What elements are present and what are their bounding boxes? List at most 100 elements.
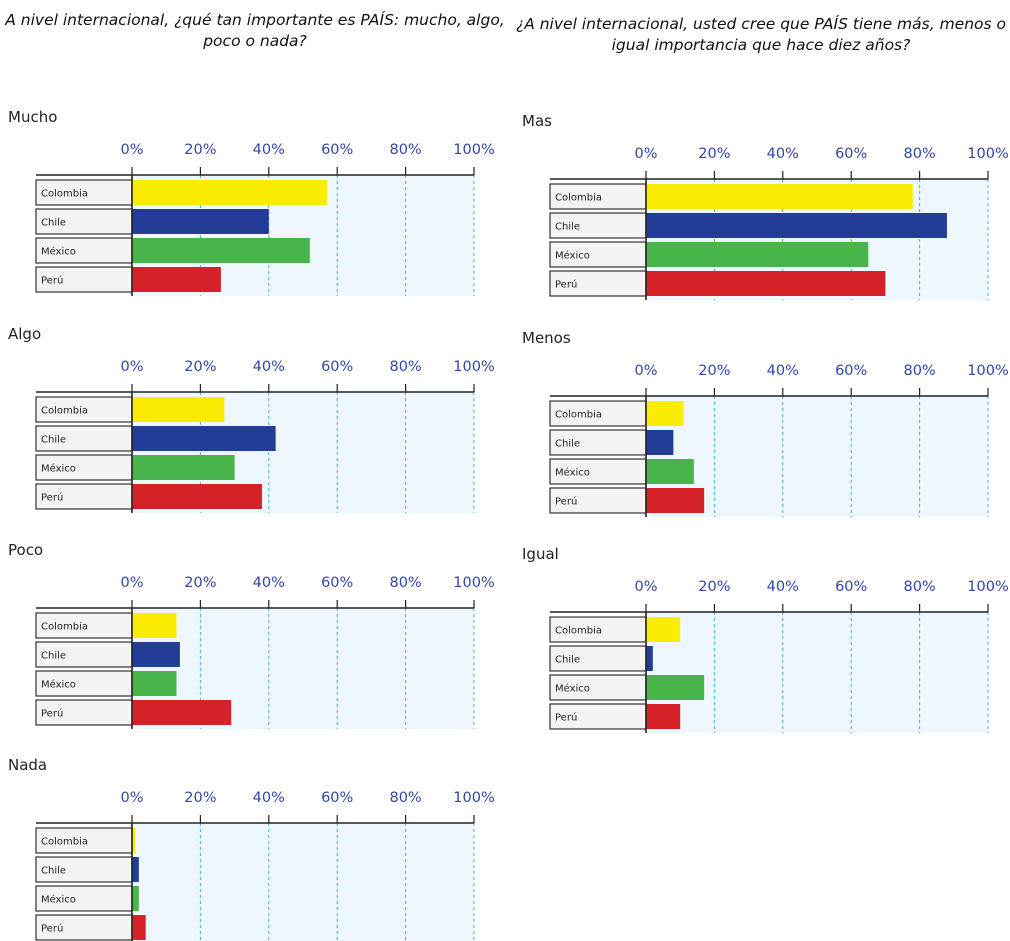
bar-chart-svg: 0% 20% 40% 60% 80% 100% Colombia Chile México Per… [549,579,1009,733]
x-tick-label: 20% [184,359,216,375]
category-label: Chile [555,439,580,450]
chart-title: Igual [522,545,559,563]
bar-1-2 [132,455,235,480]
bar-4-0 [646,184,913,209]
category-label-cell [549,270,647,297]
chart-panel-igual: Igual 0% 20% 40% 60% 80% 100% Colombia Chile Méx… [522,545,1010,733]
x-tick-label: 100% [453,790,494,806]
category-label: Chile [41,218,66,229]
category-label: México [555,467,590,479]
bar-5-1 [646,430,674,455]
x-tick-label: 100% [453,142,494,158]
bar-1-3 [132,484,262,509]
bar-2-0 [132,613,177,638]
x-tick-label: 100% [967,579,1008,595]
category-label: Colombia [41,622,88,633]
x-tick-label: 100% [453,575,494,591]
category-label-cell [549,674,647,701]
category-label: Chile [555,655,580,666]
x-tick-label: 40% [253,359,285,375]
bar-3-1 [132,857,139,882]
bar-6-1 [646,646,653,671]
plot-area [132,823,474,941]
x-tick-label: 60% [835,146,867,162]
category-label: Perú [41,923,63,935]
x-tick-label: 40% [767,146,799,162]
category-label: Perú [555,496,577,508]
bar-chart-svg: 0% 20% 40% 60% 80% 100% Colombia Chile México Per… [35,142,495,296]
category-label: México [41,894,76,906]
chart-panel-menos: Menos 0% 20% 40% 60% 80% 100% Colombia Chile Méx… [522,329,1010,517]
x-tick-label: 0% [120,575,143,591]
x-tick-label: 60% [321,142,353,158]
x-tick-label: 80% [389,142,421,158]
x-tick-label: 0% [120,790,143,806]
category-label-cell [35,641,133,668]
category-label: Colombia [41,837,88,848]
category-label: Perú [41,708,63,720]
bar-3-2 [132,886,139,911]
bar-4-3 [646,271,886,296]
bar-2-3 [132,700,232,725]
category-label: México [555,683,590,695]
bar-0-1 [132,209,269,234]
x-tick-label: 60% [835,579,867,595]
category-label: México [41,246,76,258]
x-tick-label: 60% [321,359,353,375]
bar-4-2 [646,242,869,267]
category-label-cell [35,612,133,639]
bar-5-3 [646,488,705,513]
category-label-cell [549,183,647,210]
x-tick-label: 0% [120,142,143,158]
chart-title: Menos [522,329,571,347]
bar-chart-svg: 0% 20% 40% 60% 80% 100% Colombia Chile México Per… [549,363,1009,517]
bar-2-2 [132,671,177,696]
category-label-cell [35,885,133,912]
category-label-cell [35,179,133,206]
x-tick-label: 20% [184,142,216,158]
category-label: Colombia [555,410,602,421]
chart-title: Nada [8,756,48,774]
category-label: Chile [41,435,66,446]
category-label: México [41,679,76,691]
chart-panel-poco: Poco 0% 20% 40% 60% 80% 100% Colombia Chile Méxi… [8,541,508,729]
chart-panel-nada: Nada 0% 20% 40% 60% 80% 100% Colombia Chile Méxi… [8,756,508,941]
bar-chart-svg: 0% 20% 40% 60% 80% 100% Colombia Chile México Per… [549,146,1009,300]
bar-chart-svg: 0% 20% 40% 60% 80% 100% Colombia Chile México Per… [35,790,495,941]
category-label-cell [35,670,133,697]
x-tick-label: 60% [321,790,353,806]
x-tick-label: 40% [767,579,799,595]
x-tick-label: 20% [698,146,730,162]
chart-title: Mas [522,112,552,130]
bar-1-0 [132,397,225,422]
category-label: Perú [555,712,577,724]
x-tick-label: 100% [453,359,494,375]
chart-panel-algo: Algo 0% 20% 40% 60% 80% 100% Colombia Chile Méxi… [8,325,508,513]
x-tick-label: 100% [967,363,1008,379]
x-tick-label: 20% [184,790,216,806]
x-tick-label: 80% [389,575,421,591]
category-label-cell [35,396,133,423]
category-label-cell [549,241,647,268]
bar-5-2 [646,459,694,484]
x-tick-label: 80% [389,790,421,806]
bar-1-1 [132,426,276,451]
category-label: Colombia [41,189,88,200]
x-tick-label: 100% [967,146,1008,162]
category-label-cell [549,429,647,456]
plot-area [646,612,988,733]
x-tick-label: 80% [903,146,935,162]
x-tick-label: 80% [389,359,421,375]
bar-chart-svg: 0% 20% 40% 60% 80% 100% Colombia Chile México Per… [35,359,495,513]
category-label-cell [549,458,647,485]
category-label: Perú [41,275,63,287]
x-tick-label: 40% [253,790,285,806]
bar-3-3 [132,915,146,940]
category-label-cell [549,645,647,672]
category-label: Perú [555,279,577,291]
x-tick-label: 0% [120,359,143,375]
bar-2-1 [132,642,180,667]
bar-0-3 [132,267,221,292]
x-tick-label: 20% [698,579,730,595]
x-tick-label: 0% [634,363,657,379]
